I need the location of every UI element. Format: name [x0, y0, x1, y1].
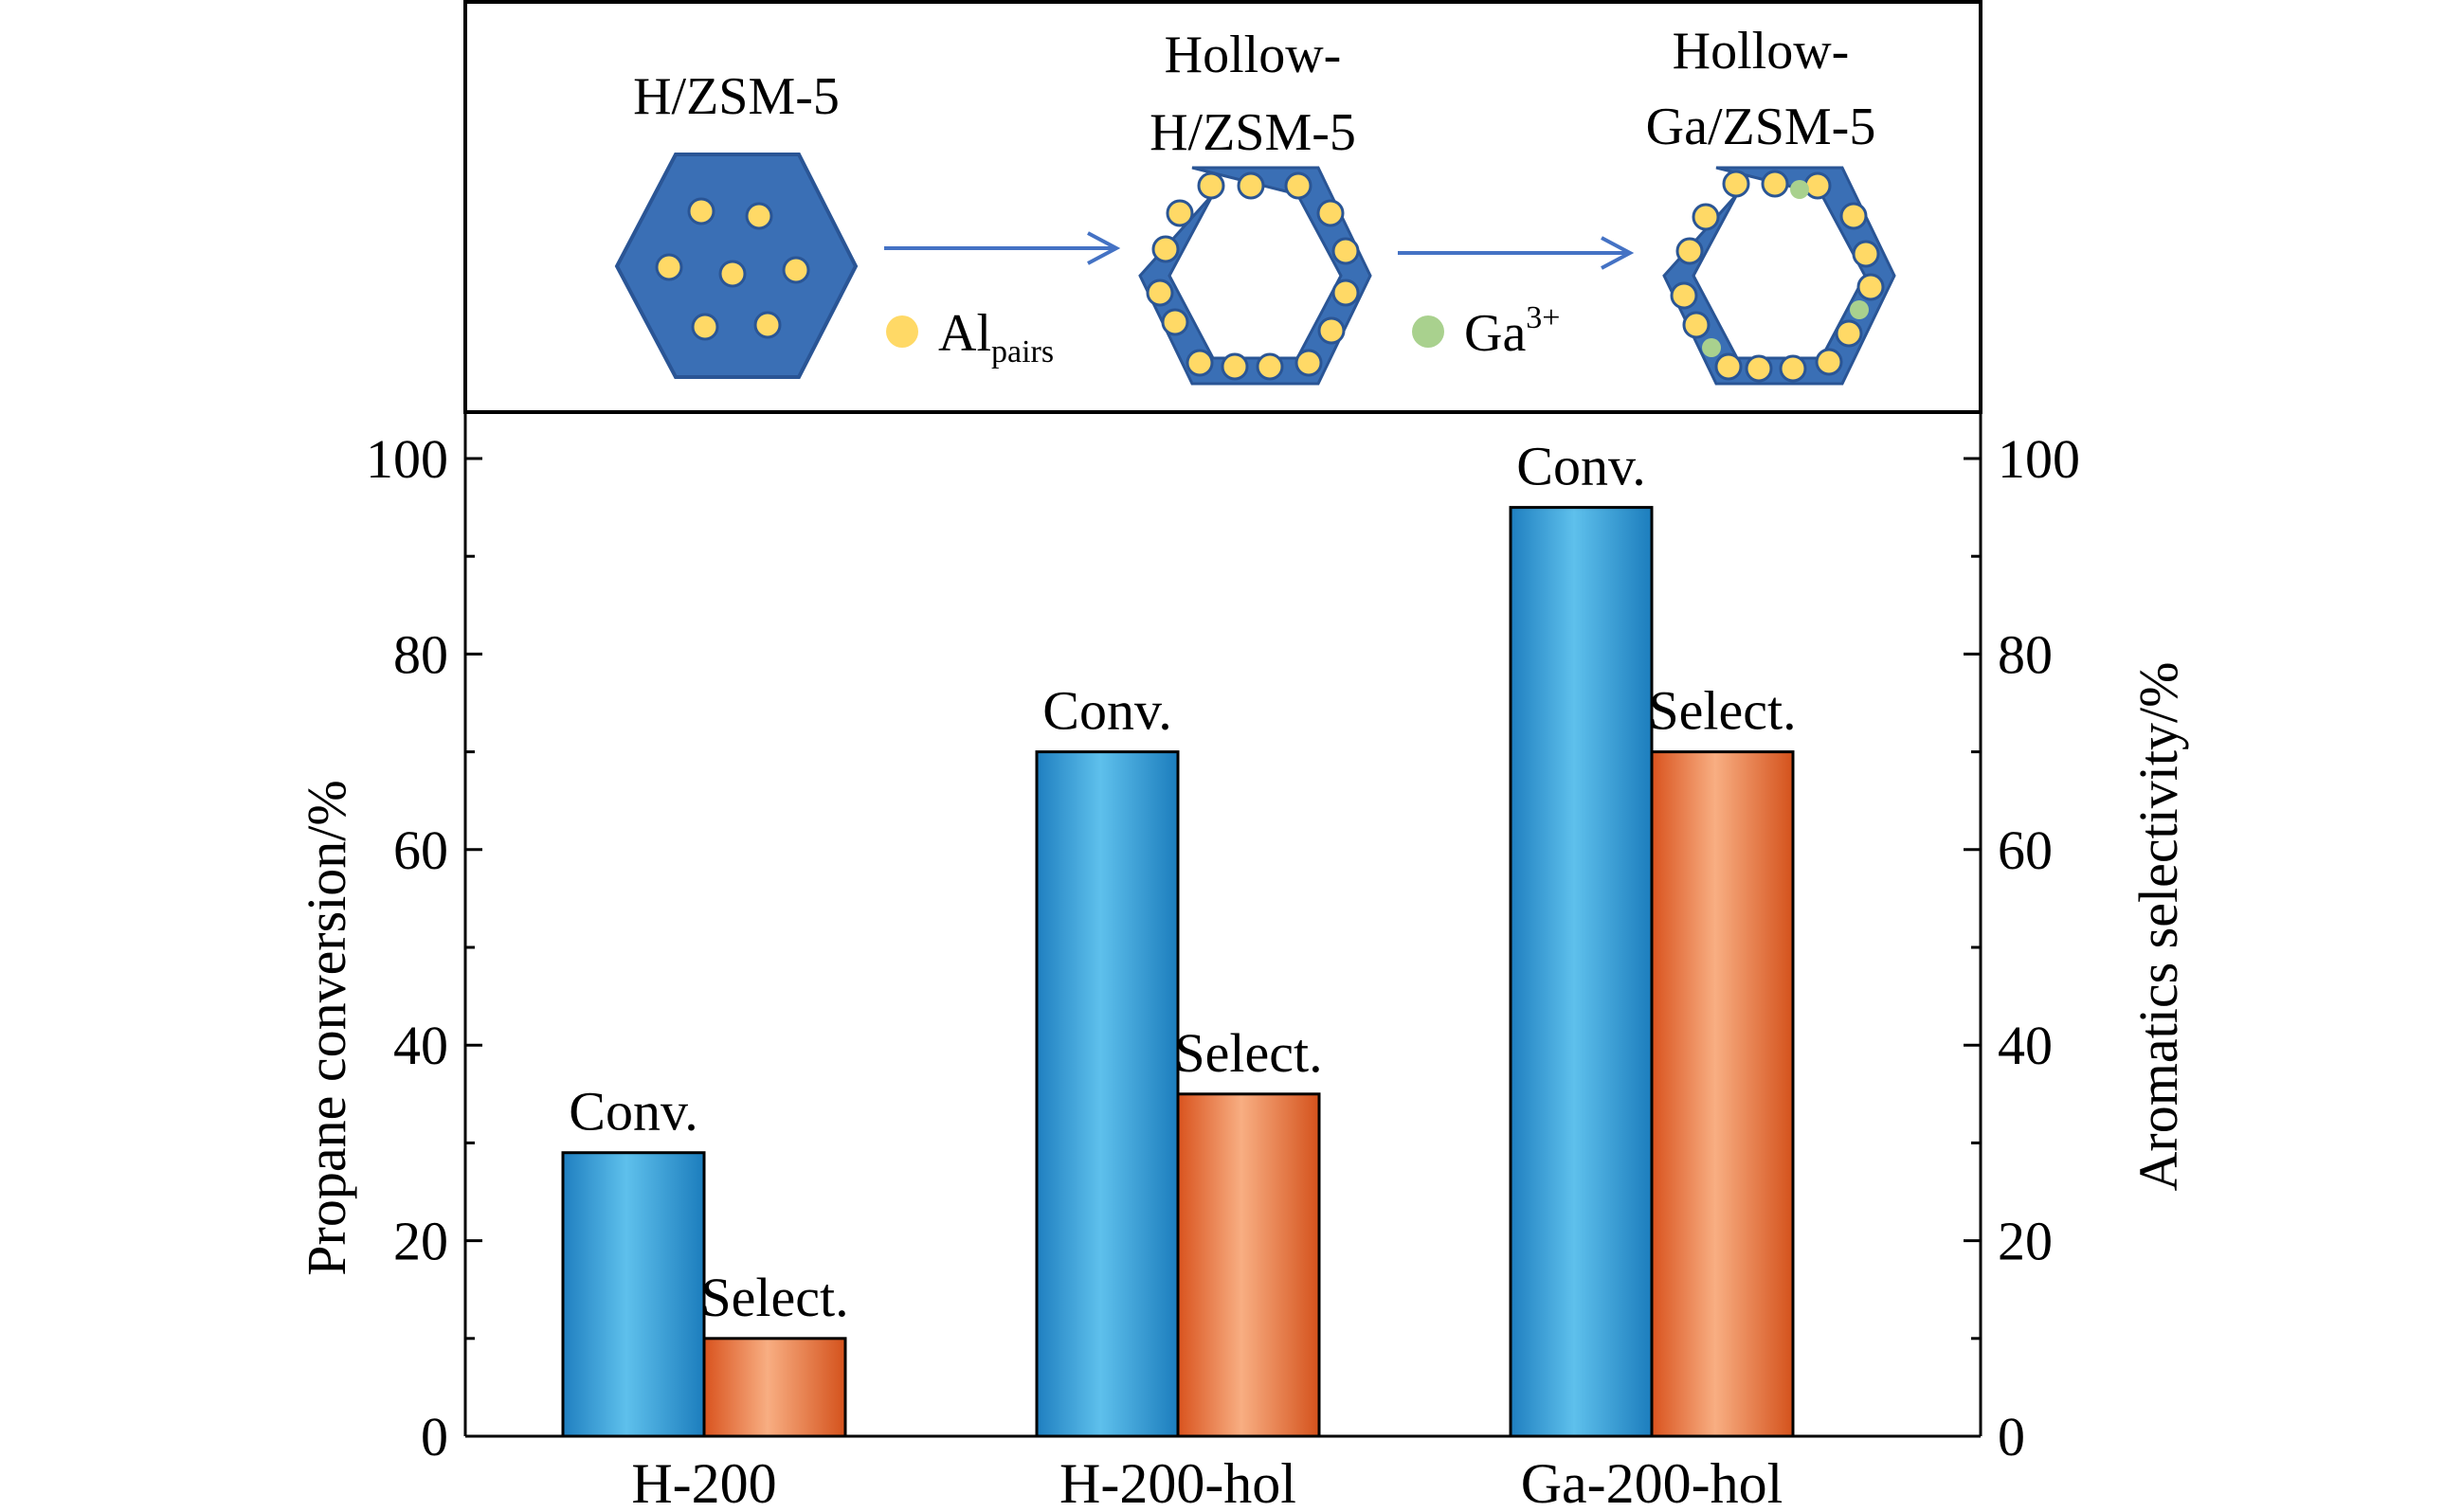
selectivity-bar: [1176, 1092, 1321, 1438]
conversion-bar: [561, 1151, 706, 1438]
left-tick-label: 40: [393, 1015, 448, 1076]
selectivity-bar: [702, 1337, 847, 1438]
left-tick-label: 80: [393, 623, 448, 685]
ga3-swatch: [1412, 315, 1444, 348]
right-tick-label: 40: [1998, 1015, 2053, 1076]
right-axis-title: Aromatics selectivity/%: [2127, 662, 2189, 1192]
al-pair-sites: [655, 197, 810, 341]
stage-2-label-line-1: Hollow-: [1165, 26, 1342, 84]
right-tick-label: 80: [1998, 623, 2053, 685]
selectivity-bar-label: Select.: [1648, 680, 1796, 742]
right-tick-label: 0: [1998, 1406, 2025, 1467]
arrow-1: [884, 231, 1121, 265]
hollow-h-zsm5-crystal: [1138, 166, 1372, 386]
stage-3-label-line-1: Hollow-: [1673, 22, 1850, 81]
right-tick-label: 20: [1998, 1211, 2053, 1272]
left-tick-label: 20: [393, 1211, 448, 1272]
left-tick-label: 100: [366, 428, 448, 490]
category-label: H-200-hol: [1059, 1452, 1296, 1512]
right-tick-label: 100: [1998, 428, 2080, 490]
left-axis: 0 20 40 60 80 100: [366, 412, 1981, 1467]
svg-text:Alpairs: Alpairs: [938, 304, 1054, 369]
selectivity-bar: [1650, 750, 1795, 1438]
legend-al-pairs: Alpairs: [886, 304, 1054, 369]
al-pairs-swatch: [886, 315, 918, 348]
ga3-main: Ga: [1464, 304, 1526, 363]
svg-text:Ga3+: Ga3+: [1464, 300, 1560, 363]
selectivity-bar-label: Select.: [700, 1267, 848, 1328]
conversion-bar-label: Conv.: [1042, 680, 1171, 742]
category-label: H-200: [631, 1452, 776, 1512]
category-label: Ga-200-hol: [1521, 1452, 1783, 1512]
ga-sites: [1702, 180, 1869, 357]
ga3-sup: 3+: [1526, 300, 1560, 335]
hollow-ga-zsm5-crystal: [1662, 166, 1896, 386]
stage-1-label: H/ZSM-5: [633, 67, 840, 126]
bars: [561, 506, 1795, 1438]
stage-3-label-line-2: Ga/ZSM-5: [1646, 98, 1876, 156]
al-pair-sites: [1146, 171, 1360, 381]
bar-labels: Conv. Select. Conv. Select. Conv. Select.: [569, 436, 1796, 1328]
category-labels: H-200 H-200-hol Ga-200-hol: [631, 1452, 1783, 1512]
arrow-2: [1398, 236, 1635, 270]
stage-2-label-line-2: H/ZSM-5: [1150, 103, 1356, 162]
left-axis-title: Propane conversion/%: [296, 780, 357, 1275]
schematic-panel: H/ZSM-5 Hollow- H/ZSM-5 Hollow- Ga/ZSM-5: [463, 0, 1982, 414]
right-axis: 0 20 40 60 80 100: [1964, 412, 2080, 1467]
al-pair-sites: [1670, 170, 1885, 383]
conversion-bar-label: Conv.: [569, 1081, 697, 1143]
legend-ga3: Ga3+: [1412, 300, 1560, 363]
left-tick-label: 60: [393, 819, 448, 881]
right-tick-label: 60: [1998, 819, 2053, 881]
al-pairs-sub: pairs: [991, 334, 1054, 369]
conversion-bar: [1035, 750, 1180, 1438]
h-zsm5-crystal: [614, 153, 859, 379]
al-pairs-main: Al: [938, 304, 991, 363]
conversion-bar-label: Conv.: [1516, 436, 1645, 497]
selectivity-bar-label: Select.: [1174, 1022, 1322, 1084]
conversion-bar: [1509, 506, 1654, 1438]
left-tick-label: 0: [421, 1406, 448, 1467]
